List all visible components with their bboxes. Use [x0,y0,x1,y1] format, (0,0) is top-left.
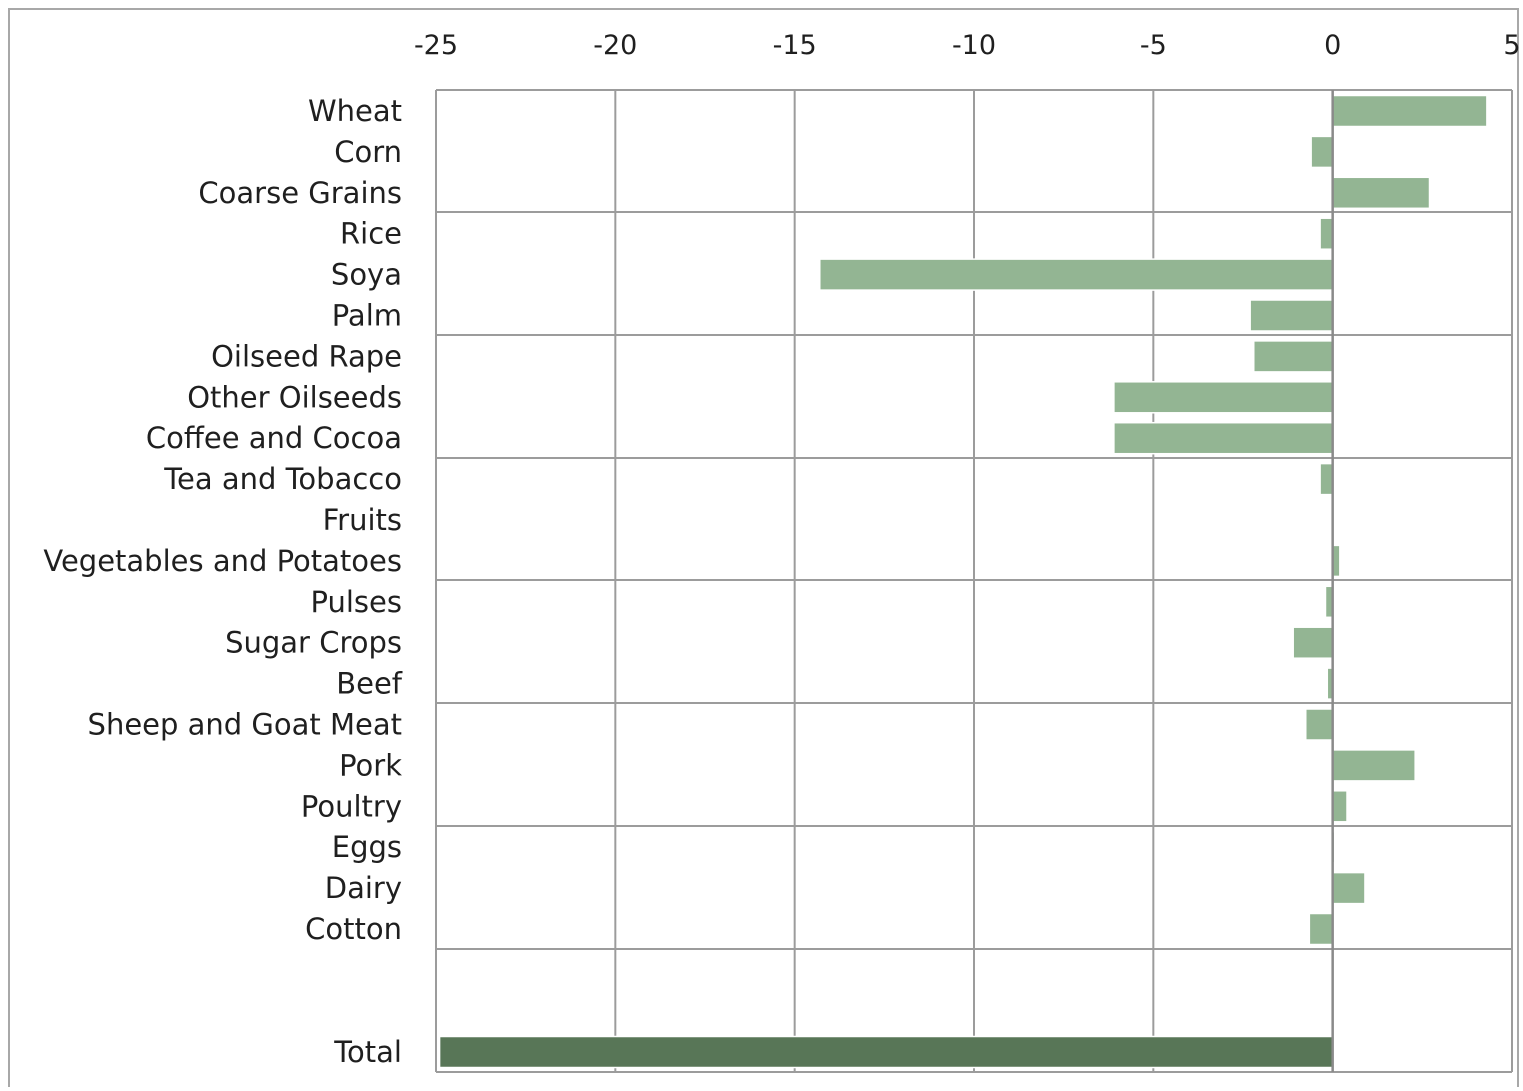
bar-cotton [1308,912,1334,946]
chart-border [8,8,1519,1091]
category-label: Fruits [323,503,402,537]
x-tick-label: -10 [952,30,996,61]
category-label: Other Oilseeds [187,380,402,414]
category-label: Dairy [325,871,402,905]
category-label: Poultry [301,789,402,823]
bar-pork [1331,749,1416,782]
bars [438,94,1488,1069]
x-tick-label: 5 [1503,30,1520,61]
x-tick-label: 0 [1324,30,1341,61]
x-tick-label: -25 [414,30,458,61]
category-label: Tea and Tobacco [163,462,402,496]
category-label: Sugar Crops [225,626,402,660]
bar-sugar-crops [1292,626,1334,659]
category-label: Corn [334,135,402,169]
x-axis-ticks: -25 -20 -15 -10 -5 0 5 [414,30,1521,61]
bar-sheep-and-goat-meat [1305,708,1334,741]
bar-other-oilseeds [1113,381,1334,414]
bar-soya [819,258,1334,291]
bar-coffee-and-cocoa [1113,421,1334,455]
x-tick-label: -5 [1140,30,1167,61]
x-tick-label: -20 [593,30,637,61]
bar-palm [1249,299,1334,332]
category-label: Pulses [311,585,402,619]
category-label: Coarse Grains [198,176,402,210]
category-label: Sheep and Goat Meat [88,708,402,742]
bar-oilseed-rape [1253,340,1334,373]
category-label: Palm [332,299,402,333]
category-label: Cotton [305,912,402,946]
category-label: Vegetables and Potatoes [43,544,402,578]
category-label: Beef [336,667,403,701]
category-label: Wheat [308,94,402,128]
category-label: Total [333,1035,402,1069]
x-tick-label: -15 [773,30,817,61]
bar-rice [1319,217,1334,250]
gridlines [435,89,1513,1073]
bar-total [438,1035,1334,1069]
bar-corn [1310,135,1334,169]
bar-tea-and-tobacco [1319,462,1334,496]
bar-wheat [1331,94,1488,128]
category-labels: Wheat Corn Coarse Grains Rice Soya Palm Oilsee… [43,94,402,1069]
category-label: Pork [339,748,402,782]
category-label: Rice [340,217,402,251]
bar-dairy [1331,871,1366,905]
category-label: Coffee and Cocoa [146,421,402,455]
bar-coarse-grains [1331,176,1431,210]
category-label: Eggs [332,830,402,864]
category-label: Soya [331,258,402,292]
category-label: Oilseed Rape [211,339,402,373]
bar-poultry [1331,790,1348,823]
